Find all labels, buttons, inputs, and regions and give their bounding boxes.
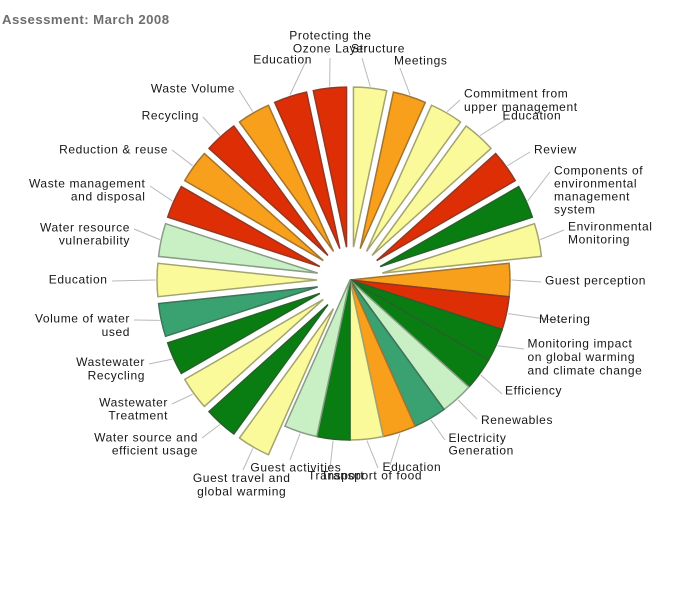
svg-text:used: used [102, 325, 130, 339]
svg-text:Guest perception: Guest perception [545, 274, 646, 288]
svg-text:Guest activities: Guest activities [250, 460, 341, 474]
svg-text:Recycling: Recycling [142, 109, 199, 123]
svg-text:Education: Education [253, 53, 312, 67]
svg-text:efficient usage: efficient usage [112, 444, 198, 458]
svg-text:Transport: Transport [308, 469, 364, 483]
svg-text:Guest travel and: Guest travel and [193, 471, 291, 485]
svg-text:Meetings: Meetings [394, 54, 448, 68]
svg-text:Education: Education [383, 460, 442, 474]
svg-text:Generation: Generation [449, 444, 514, 458]
svg-text:environmental: environmental [554, 177, 637, 191]
svg-text:Monitoring: Monitoring [568, 233, 630, 247]
svg-text:management: management [554, 190, 630, 204]
svg-text:global warming: global warming [197, 485, 286, 499]
svg-text:on global warming: on global warming [528, 350, 636, 364]
svg-text:Protecting the: Protecting the [289, 29, 371, 43]
svg-text:Waste management: Waste management [29, 177, 146, 191]
svg-text:Wastewater: Wastewater [76, 355, 145, 369]
svg-text:upper management: upper management [464, 100, 578, 114]
svg-text:Reduction & reuse: Reduction & reuse [59, 143, 168, 157]
svg-text:Components of: Components of [554, 164, 643, 178]
svg-text:Structure: Structure [351, 42, 405, 56]
svg-text:Treatment: Treatment [108, 409, 168, 423]
svg-text:vulnerability: vulnerability [59, 234, 130, 248]
svg-text:Renewables: Renewables [481, 413, 553, 427]
svg-text:and disposal: and disposal [71, 190, 146, 204]
svg-text:Assessment: March 2008: Assessment: March 2008 [2, 12, 170, 27]
svg-text:Monitoring impact: Monitoring impact [528, 337, 633, 351]
svg-text:Metering: Metering [539, 312, 591, 326]
svg-text:and climate change: and climate change [528, 364, 643, 378]
svg-text:Ozone Layer: Ozone Layer [293, 42, 368, 56]
svg-text:Water source and: Water source and [94, 431, 198, 445]
svg-text:system: system [554, 203, 596, 217]
svg-text:Education: Education [503, 109, 562, 123]
svg-text:Environmental: Environmental [568, 220, 653, 234]
svg-text:Education: Education [49, 273, 108, 287]
svg-text:Water resource: Water resource [40, 221, 130, 235]
svg-text:Transport of food: Transport of food [321, 469, 422, 483]
svg-text:Commitment from: Commitment from [464, 87, 568, 101]
svg-text:Recycling: Recycling [88, 369, 145, 383]
svg-text:Volume of water: Volume of water [35, 312, 130, 326]
svg-text:Efficiency: Efficiency [505, 384, 562, 398]
svg-text:Electricity: Electricity [449, 431, 507, 445]
svg-text:Waste Volume: Waste Volume [151, 82, 235, 96]
svg-text:Wastewater: Wastewater [99, 396, 168, 410]
svg-text:Review: Review [534, 143, 577, 157]
